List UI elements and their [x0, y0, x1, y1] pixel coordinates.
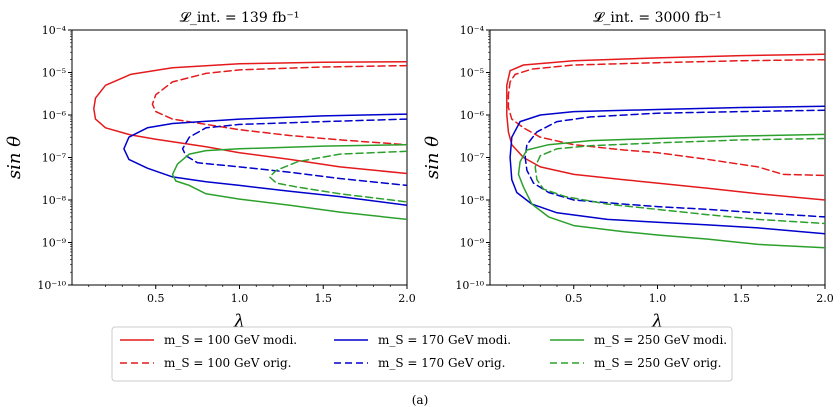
legend-label: m_S = 170 GeV modi. — [378, 333, 511, 347]
series-line-4 — [171, 143, 407, 221]
series-line-5 — [268, 150, 407, 203]
series-line-5 — [534, 137, 825, 225]
legend-label: m_S = 100 GeV orig. — [164, 356, 291, 370]
legend-label: m_S = 100 GeV modi. — [164, 333, 297, 347]
x-tick-label: 0.5 — [565, 292, 583, 305]
x-tick-label: 2.0 — [816, 292, 834, 305]
series-line-0 — [506, 53, 825, 201]
figure-caption: (a) — [412, 393, 429, 407]
y-axis-label: sin θ — [422, 136, 443, 179]
left-chart-panel: 0.5 1.0 1.5 2.0 10⁻¹⁰ 10⁻⁹ 10⁻⁸ 10⁻⁷ 10⁻⁶ 10⁻⁵ 10⁻… — [4, 10, 416, 332]
legend-label: m_S = 170 GeV orig. — [378, 356, 505, 370]
y-tick-label: 10⁻⁸ — [460, 194, 485, 207]
x-tick-label: 1.0 — [649, 292, 667, 305]
plot-frame — [71, 29, 408, 286]
chart-title: 𝓛_int. = 139 fb⁻¹ — [180, 10, 300, 26]
y-tick-label: 10⁻⁹ — [460, 237, 485, 250]
y-axis-label: sin θ — [4, 136, 25, 179]
legend: m_S = 100 GeV modi. m_S = 170 GeV modi. m_… — [111, 326, 733, 382]
series-line-1 — [507, 58, 825, 177]
series-line-2 — [509, 105, 825, 235]
series-line-3 — [524, 109, 825, 218]
series-line-3 — [181, 118, 407, 187]
x-tick-label: 1.5 — [733, 292, 751, 305]
y-tick-label: 10⁻⁹ — [42, 237, 67, 250]
y-tick-label: 10⁻⁴ — [42, 24, 67, 37]
y-tick-label: 10⁻⁵ — [42, 67, 66, 80]
series-line-0 — [93, 60, 407, 175]
y-tick-label: 10⁻¹⁰ — [455, 279, 484, 292]
chart-title: 𝓛_int. = 3000 fb⁻¹ — [593, 10, 722, 26]
y-tick-label: 10⁻⁵ — [460, 67, 484, 80]
y-tick-label: 10⁻⁸ — [42, 194, 67, 207]
legend-label: m_S = 250 GeV modi. — [594, 333, 727, 347]
x-tick-label: 2.0 — [398, 292, 416, 305]
series-line-2 — [123, 113, 407, 207]
y-tick-label: 10⁻¹⁰ — [37, 279, 66, 292]
x-tick-label: 1.0 — [231, 292, 249, 305]
y-tick-label: 10⁻⁴ — [460, 24, 485, 37]
x-tick-label: 0.5 — [147, 292, 165, 305]
right-chart-panel: 0.5 1.0 1.5 2.0 10⁻¹⁰ 10⁻⁹ 10⁻⁸ 10⁻⁷ 10⁻⁶ 10⁻⁵ 10⁻… — [422, 10, 834, 332]
x-tick-label: 1.5 — [315, 292, 333, 305]
y-tick-label: 10⁻⁷ — [460, 152, 485, 165]
y-tick-label: 10⁻⁶ — [42, 109, 67, 122]
legend-label: m_S = 250 GeV orig. — [594, 356, 721, 370]
y-tick-label: 10⁻⁷ — [42, 152, 67, 165]
series-line-4 — [517, 133, 825, 249]
y-tick-label: 10⁻⁶ — [460, 109, 485, 122]
series-line-1 — [151, 64, 407, 146]
